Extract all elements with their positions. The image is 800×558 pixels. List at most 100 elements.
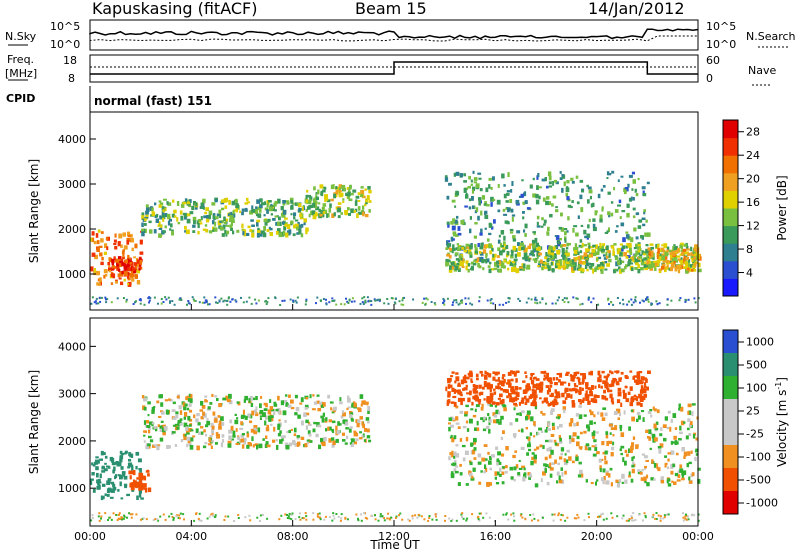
heat-cell <box>479 370 483 374</box>
heat-cell <box>465 519 468 522</box>
heat-cell <box>634 188 637 193</box>
heat-cell <box>126 238 131 242</box>
heat-cell <box>453 389 456 394</box>
heat-cell <box>544 256 548 260</box>
heat-cell <box>596 451 600 455</box>
heat-cell <box>558 435 561 440</box>
heat-cell <box>586 268 589 272</box>
heat-cell <box>634 518 637 521</box>
heat-cell <box>659 443 664 448</box>
heat-cell <box>525 375 528 379</box>
heat-cell <box>160 420 164 423</box>
heat-cell <box>90 237 93 242</box>
heat-cell <box>133 270 137 274</box>
heat-cell <box>641 217 646 220</box>
heat-cell <box>515 268 520 274</box>
heat-cell <box>636 374 640 378</box>
heat-cell <box>578 446 583 449</box>
heat-cell <box>118 513 120 516</box>
heat-cell <box>333 517 336 520</box>
heat-cell <box>448 456 451 461</box>
heat-cell <box>619 479 622 483</box>
heat-cell <box>496 199 501 205</box>
heat-cell <box>687 451 691 456</box>
heat-cell <box>473 177 478 181</box>
heat-cell <box>483 444 488 447</box>
heat-cell <box>487 413 490 417</box>
heat-cell <box>523 248 527 253</box>
heat-cell <box>457 397 462 402</box>
heat-cell <box>587 512 590 515</box>
heat-cell <box>585 479 588 483</box>
heat-cell <box>120 258 124 263</box>
heat-cell <box>588 296 590 299</box>
velocity-colorbar-tick-label: 500 <box>746 359 767 372</box>
heat-cell <box>625 264 629 268</box>
heat-cell <box>258 520 261 522</box>
heat-cell <box>500 436 504 441</box>
heat-cell <box>340 415 344 419</box>
heat-cell <box>520 193 525 198</box>
heat-cell <box>559 423 563 428</box>
heat-cell <box>662 260 666 263</box>
heat-cell <box>670 257 674 261</box>
heat-cell <box>187 398 191 402</box>
heat-cell <box>657 467 661 472</box>
heat-cell <box>164 399 169 402</box>
heat-cell <box>131 247 134 252</box>
heat-cell <box>581 242 584 248</box>
heat-cell <box>491 257 496 261</box>
heat-cell <box>640 235 644 239</box>
heat-cell <box>305 194 308 200</box>
heat-cell <box>568 382 571 387</box>
heat-cell <box>538 427 543 431</box>
heat-cell <box>643 261 646 265</box>
heat-cell <box>267 415 272 421</box>
heat-cell <box>97 278 101 282</box>
heat-cell <box>530 373 533 377</box>
heat-cell <box>457 245 460 250</box>
heat-cell <box>497 247 501 252</box>
heat-cell <box>686 262 690 267</box>
heat-cell <box>218 403 222 408</box>
x-tick-label: 16:00 <box>479 530 511 543</box>
heat-cell <box>160 302 163 305</box>
heat-cell <box>625 519 628 522</box>
heat-cell <box>664 267 667 273</box>
heat-cell <box>121 270 124 275</box>
heat-cell <box>604 455 607 461</box>
heat-cell <box>178 298 181 301</box>
heat-cell <box>480 407 484 411</box>
heat-cell <box>188 393 192 397</box>
heat-cell <box>463 387 468 391</box>
heat-cell <box>617 408 621 414</box>
heat-cell <box>512 245 517 251</box>
heat-cell <box>122 249 125 252</box>
heat-cell <box>319 518 322 521</box>
heat-cell <box>368 300 371 303</box>
heat-cell <box>463 180 467 183</box>
heat-cell <box>184 225 187 230</box>
heat-cell <box>644 382 647 386</box>
heat-cell <box>635 444 639 450</box>
heat-cell <box>687 427 690 431</box>
heat-cell <box>105 298 107 301</box>
heat-cell <box>659 517 662 520</box>
heat-cell <box>536 387 540 390</box>
heat-cell <box>154 202 157 206</box>
heat-cell <box>192 230 196 233</box>
heat-cell <box>361 301 364 304</box>
heat-cell <box>607 297 610 300</box>
heat-cell <box>158 415 162 418</box>
heat-cell <box>215 216 219 220</box>
heat-cell <box>326 199 331 203</box>
heat-cell <box>669 254 674 259</box>
heat-cell <box>312 518 315 521</box>
heat-cell <box>349 426 353 429</box>
heat-cell <box>485 253 488 257</box>
heat-cell <box>669 426 672 432</box>
heat-cell <box>158 221 161 226</box>
heat-cell <box>641 260 645 265</box>
heat-cell <box>281 299 284 302</box>
heat-cell <box>236 417 239 420</box>
